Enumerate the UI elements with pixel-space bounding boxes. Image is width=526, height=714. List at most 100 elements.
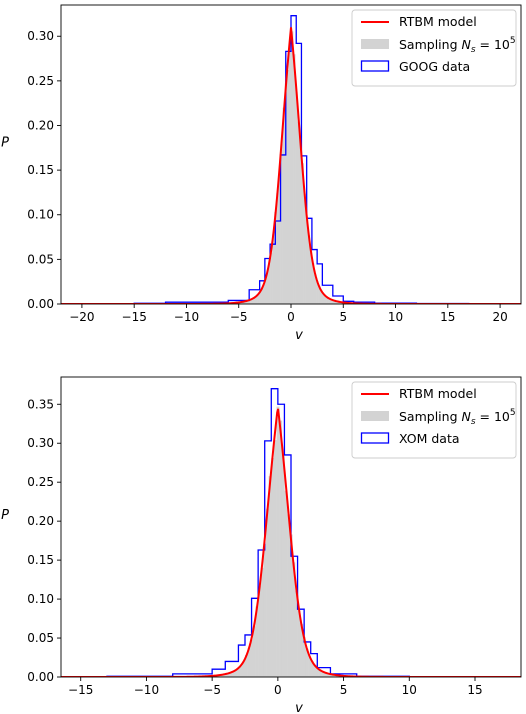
sampling-bar: [305, 219, 309, 304]
legend-sampling-sub: s: [471, 417, 476, 427]
sampling-bar: [297, 121, 300, 304]
legend-box: [351, 381, 517, 459]
sampling-bar: [295, 91, 298, 304]
legend: RTBM model Sampling Ns = 105 XOM data: [351, 381, 517, 459]
sampling-bar: [315, 668, 319, 677]
sampling-bar: [278, 173, 281, 304]
y-tick-label: 0.00: [27, 297, 54, 311]
legend-data-label: GOOG data: [399, 59, 470, 74]
sampling-bar: [242, 661, 246, 677]
x-tick-label: −15: [68, 683, 93, 697]
data-histogram-outline: [106, 388, 502, 677]
x-tick-label: 0: [287, 310, 295, 324]
sampling-bar: [221, 674, 225, 677]
sampling-bar: [276, 193, 279, 304]
chart-panel-1: −20 −15 −10 −5 0 5 10 15 20 0.00 0.05 0.10 0.15 0.20 0…: [1, 4, 522, 343]
y-tick-label: 0.05: [27, 631, 54, 645]
sampling-bar: [286, 70, 290, 304]
sampling-bar: [274, 212, 277, 304]
sampling-bar: [318, 670, 322, 677]
y-tick-label: 0.15: [27, 163, 54, 177]
sampling-bar: [263, 280, 267, 304]
x-tick-label: 5: [339, 310, 347, 324]
sampling-bar: [310, 661, 314, 677]
legend-sampling-sup: 5: [510, 36, 516, 46]
sampling-bar: [303, 193, 306, 304]
y-tick-label: 0.25: [27, 475, 54, 489]
sampling-bar: [255, 295, 258, 304]
sampling-bar: [282, 107, 286, 304]
sampling-bar: [291, 31, 294, 304]
legend-data-label: XOM data: [399, 431, 460, 446]
sampling-bar: [252, 626, 256, 677]
sampling-bar: [276, 406, 280, 677]
sampling-bar: [284, 490, 288, 677]
plot-area: [61, 15, 521, 304]
legend-sampling-eq: = 10: [476, 37, 510, 52]
sampling-bar: [271, 458, 275, 677]
sampling-bar: [326, 297, 329, 304]
y-tick-label: 0.20: [27, 514, 54, 528]
sampling-bar: [318, 286, 321, 304]
sampling-bar: [259, 291, 263, 304]
sampling-bar: [301, 163, 304, 304]
sampling-bar: [255, 606, 259, 677]
sampling-bar: [245, 655, 248, 677]
sampling-bar: [229, 672, 233, 677]
y-axis-label: P: [1, 508, 9, 523]
sampling-bar: [265, 272, 269, 304]
sampling-bar: [268, 476, 272, 677]
y-tick-label: 0.35: [27, 397, 54, 411]
sampling-bar: [324, 296, 327, 304]
legend-sampling-N: N: [461, 37, 471, 52]
axes-frame: [60, 376, 522, 678]
legend-sampling-prefix: Sampling: [399, 409, 461, 424]
sampling-histogram: [195, 406, 361, 677]
sampling-bar: [231, 671, 235, 677]
sampling-bar: [273, 440, 277, 677]
sampling-bar: [237, 668, 241, 677]
sampling-bar: [272, 234, 275, 304]
sampling-bar: [281, 454, 285, 677]
legend-model-label: RTBM model: [399, 386, 477, 401]
legend-sampling-eq: = 10: [476, 409, 510, 424]
sampling-bar: [321, 671, 325, 677]
legend: RTBM model Sampling Ns = 105 GOOG data: [351, 9, 517, 87]
x-tick-label: 15: [440, 310, 455, 324]
chart-panel-2: −15 −10 −5 0 5 10 15 0.00 0.05 0.10 0.15 0.20 0.25 0.…: [1, 376, 522, 714]
sampling-bar: [234, 669, 238, 677]
sampling-bar: [266, 508, 269, 677]
sampling-bar: [323, 672, 327, 677]
y-tick-label: 0.00: [27, 670, 54, 684]
legend-sampling-sub: s: [471, 45, 476, 55]
sampling-bar: [328, 298, 332, 304]
sampling-bar: [330, 299, 334, 304]
sampling-bar: [331, 674, 335, 677]
sampling-bar: [251, 299, 254, 304]
sampling-bar: [226, 673, 230, 677]
sampling-bar: [258, 585, 262, 677]
x-tick-label: −10: [134, 683, 159, 697]
sampling-bar: [308, 656, 312, 677]
legend-data-swatch: [360, 432, 390, 444]
sampling-bar: [287, 514, 290, 677]
sampling-bar: [279, 420, 283, 677]
sampling-bar: [305, 648, 309, 677]
sampling-bar: [223, 673, 227, 677]
y-axis-label: P: [1, 136, 9, 151]
sampling-bar: [280, 143, 283, 304]
x-tick-label: −20: [69, 310, 94, 324]
legend-sampling-label: Sampling Ns = 105: [399, 408, 516, 427]
legend-box: [351, 9, 517, 87]
sampling-bar: [261, 287, 265, 304]
sampling-bar: [311, 262, 315, 304]
sampling-bar: [242, 301, 246, 304]
sampling-bar: [337, 301, 340, 304]
plot-area: [61, 388, 521, 677]
sampling-bar: [247, 647, 251, 677]
legend-model-label: RTBM model: [399, 14, 477, 29]
y-tick-label: 0.30: [27, 436, 54, 450]
sampling-bar: [218, 675, 222, 677]
legend-data-swatch: [360, 60, 390, 72]
model-curve: [61, 27, 521, 304]
